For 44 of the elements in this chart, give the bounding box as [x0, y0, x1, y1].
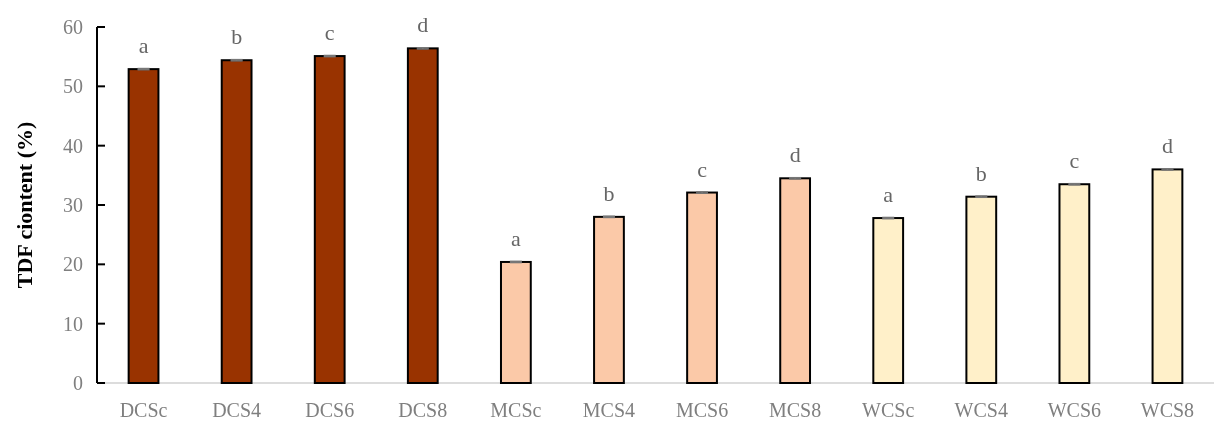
annotation: c: [324, 20, 335, 46]
x-tick-label: DCS4: [212, 399, 262, 421]
annotation: a: [883, 182, 894, 208]
bar: [1151, 168, 1184, 384]
y-tick-label: 0: [73, 372, 83, 394]
bar: [1058, 183, 1091, 384]
x-tick-label: WCS4: [954, 399, 1008, 421]
y-axis-title: TDF ciontent (%): [12, 121, 37, 289]
y-tick-label: 50: [63, 75, 83, 98]
bar: [406, 47, 439, 384]
annotation: a: [138, 33, 149, 59]
bar: [593, 215, 625, 384]
bar: [220, 59, 253, 384]
y-tick-label: 60: [63, 16, 83, 38]
bar: [686, 191, 718, 384]
x-tick-label: WCSc: [862, 399, 915, 421]
bar: [779, 177, 812, 384]
annotation: b: [603, 180, 615, 206]
bar: [872, 217, 905, 384]
x-tick-label: WCS6: [1047, 399, 1102, 421]
x-tick-label: MCSc: [490, 399, 542, 421]
bar: [127, 68, 160, 384]
annotation: b: [975, 160, 987, 186]
y-tick-label: 10: [63, 312, 83, 335]
x-tick-label: DCS8: [398, 399, 448, 421]
x-tick-label: DCSc: [119, 399, 168, 421]
annotation: d: [417, 12, 429, 38]
annotation: c: [1069, 148, 1080, 174]
annotation: a: [510, 225, 521, 251]
annotation: b: [231, 24, 243, 50]
bar: [499, 260, 532, 384]
annotation: d: [1161, 133, 1173, 159]
y-tick-label: 20: [63, 253, 83, 276]
x-tick-label: MCS4: [582, 399, 636, 421]
annotation: c: [697, 156, 708, 182]
y-tick-label: 40: [63, 134, 83, 157]
x-tick-label: DCS6: [305, 399, 355, 421]
x-tick-label: MCS6: [675, 399, 729, 421]
bar: [313, 55, 346, 384]
annotation: d: [789, 142, 801, 168]
x-tick-label: MCS8: [769, 399, 822, 421]
x-tick-label: WCS8: [1140, 399, 1195, 421]
bar: [965, 195, 998, 384]
y-tick-label: 30: [63, 194, 83, 216]
